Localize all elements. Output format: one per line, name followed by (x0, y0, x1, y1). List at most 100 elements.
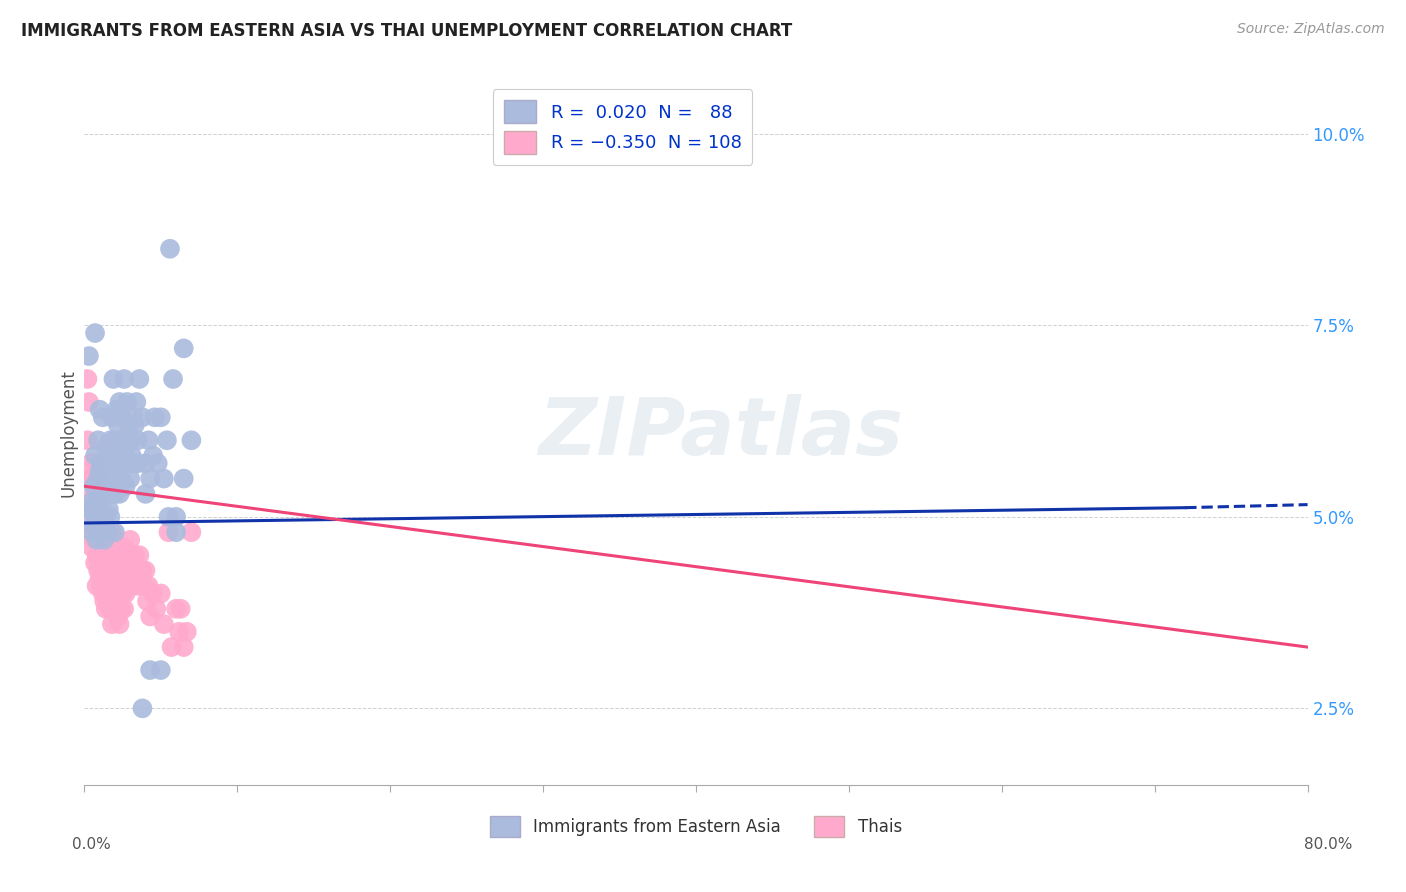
Point (112, 571, 135, 585)
Point (122, 456, 145, 470)
Point (101, 556, 124, 570)
Point (108, 395, 131, 409)
Point (98, 571, 121, 585)
Y-axis label: Unemployment: Unemployment (59, 368, 77, 497)
Point (103, 571, 125, 585)
Point (80, 472, 103, 486)
Point (173, 640, 195, 654)
Point (103, 472, 125, 486)
Point (79, 456, 101, 470)
Point (128, 548, 150, 562)
Point (138, 579, 160, 593)
Point (101, 617, 124, 632)
Point (83, 533, 105, 547)
Point (105, 449, 128, 463)
Point (110, 434, 132, 448)
Point (98, 601, 121, 615)
Point (127, 434, 149, 448)
Point (127, 456, 149, 470)
Point (131, 564, 153, 578)
Point (157, 509, 180, 524)
Point (94, 571, 117, 585)
Point (90, 548, 112, 562)
Point (121, 449, 143, 463)
Point (93, 594, 115, 608)
Point (107, 609, 129, 624)
Point (93, 509, 115, 524)
Point (114, 479, 136, 493)
Point (83, 517, 105, 532)
Point (97, 502, 120, 516)
Text: Source: ZipAtlas.com: Source: ZipAtlas.com (1237, 22, 1385, 37)
Point (115, 579, 138, 593)
Point (135, 487, 157, 501)
Point (94, 541, 117, 555)
Point (98, 541, 121, 555)
Point (103, 541, 125, 555)
Point (149, 586, 172, 600)
Point (90, 579, 112, 593)
Point (91, 410, 114, 425)
Point (87, 494, 110, 508)
Point (125, 579, 148, 593)
Point (91, 525, 114, 540)
Point (86, 579, 108, 593)
Point (107, 548, 129, 562)
Point (86, 494, 108, 508)
Point (110, 601, 132, 615)
Point (124, 548, 146, 562)
Point (112, 372, 135, 386)
Point (80, 525, 103, 540)
Point (80, 494, 103, 508)
Point (84, 449, 107, 463)
Point (104, 594, 127, 608)
Point (139, 609, 162, 624)
Point (107, 579, 129, 593)
Point (118, 564, 141, 578)
Point (120, 472, 142, 486)
Point (128, 372, 150, 386)
Point (104, 434, 127, 448)
Point (107, 417, 129, 432)
Point (165, 525, 187, 540)
Point (115, 548, 138, 562)
Point (89, 541, 111, 555)
Point (105, 571, 128, 585)
Point (96, 525, 118, 540)
Point (84, 525, 107, 540)
Text: 0.0%: 0.0% (72, 837, 111, 852)
Point (129, 579, 152, 593)
Point (105, 541, 128, 555)
Point (127, 564, 149, 578)
Point (162, 372, 184, 386)
Point (108, 487, 131, 501)
Point (96, 586, 118, 600)
Point (84, 456, 107, 470)
Point (122, 564, 145, 578)
Point (114, 586, 136, 600)
Point (105, 601, 128, 615)
Point (80, 509, 103, 524)
Point (87, 564, 110, 578)
Point (159, 242, 181, 256)
Point (131, 701, 153, 715)
Point (160, 640, 183, 654)
Point (135, 456, 157, 470)
Point (143, 410, 166, 425)
Point (110, 541, 132, 555)
Point (145, 601, 167, 615)
Point (91, 556, 114, 570)
Point (108, 556, 131, 570)
Point (131, 410, 153, 425)
Point (90, 494, 112, 508)
Point (101, 410, 124, 425)
Point (89, 571, 111, 585)
Point (122, 410, 145, 425)
Point (90, 517, 112, 532)
Point (105, 402, 128, 417)
Point (114, 449, 136, 463)
Point (91, 525, 114, 540)
Point (170, 601, 193, 615)
Point (138, 434, 160, 448)
Point (120, 434, 142, 448)
